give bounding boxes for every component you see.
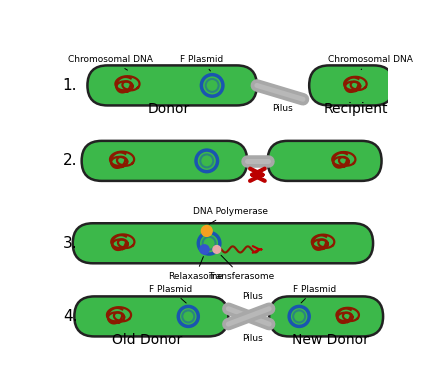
Text: Old Donor: Old Donor [112, 333, 183, 347]
FancyBboxPatch shape [82, 141, 247, 181]
Text: 2.: 2. [63, 153, 77, 169]
FancyBboxPatch shape [87, 65, 257, 106]
Text: Relaxasome: Relaxasome [168, 256, 223, 281]
Text: New Donor: New Donor [292, 333, 368, 347]
FancyBboxPatch shape [267, 141, 381, 181]
FancyBboxPatch shape [74, 296, 229, 336]
FancyBboxPatch shape [73, 223, 373, 263]
Text: 4.: 4. [63, 309, 77, 324]
Text: Pilus: Pilus [272, 104, 292, 113]
Text: Chromosomal DNA: Chromosomal DNA [68, 55, 153, 70]
Circle shape [213, 246, 221, 253]
Text: 3.: 3. [63, 236, 77, 251]
Text: Donor: Donor [147, 102, 189, 116]
Text: Pilus: Pilus [242, 292, 263, 301]
Text: Recipient: Recipient [323, 102, 388, 116]
Text: F Plasmid: F Plasmid [180, 55, 223, 71]
Circle shape [200, 245, 209, 254]
FancyBboxPatch shape [309, 65, 394, 106]
Text: Pilus: Pilus [242, 334, 263, 343]
Text: Transferasome: Transferasome [208, 255, 275, 281]
Text: 1.: 1. [63, 78, 77, 93]
Circle shape [201, 226, 212, 236]
Text: F Plasmid: F Plasmid [293, 285, 336, 303]
FancyBboxPatch shape [269, 296, 383, 336]
Text: Chromosomal DNA: Chromosomal DNA [328, 55, 413, 70]
Text: F Plasmid: F Plasmid [149, 285, 192, 303]
Text: DNA Polymerase: DNA Polymerase [193, 207, 268, 224]
